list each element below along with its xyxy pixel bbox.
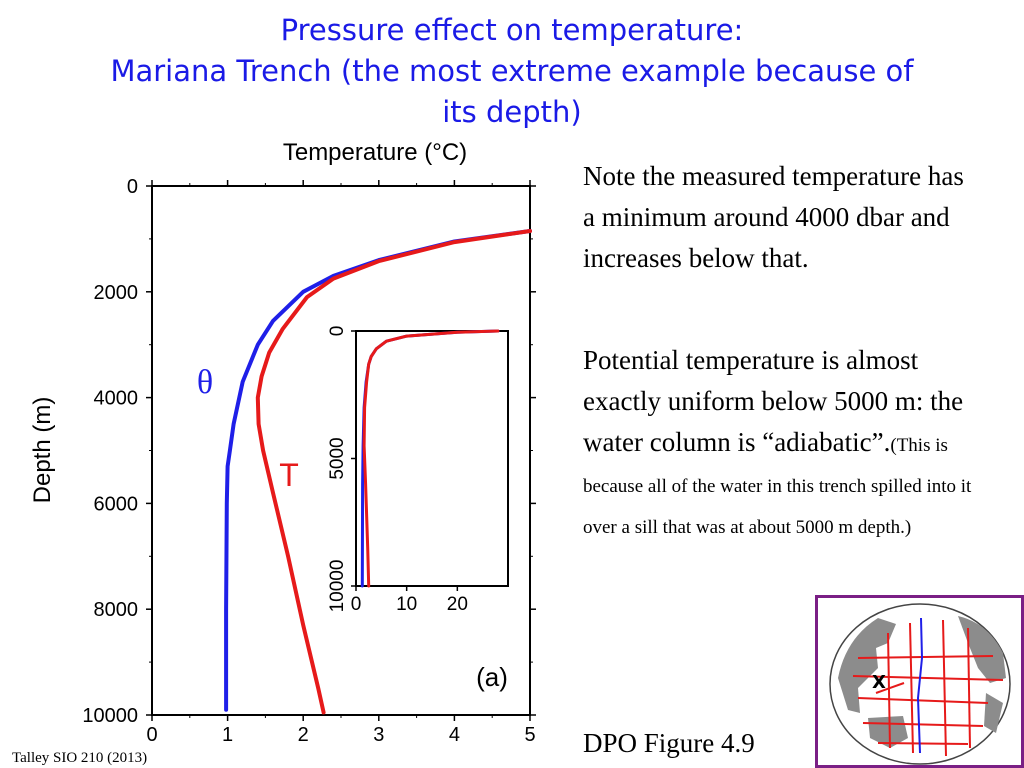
main-y-tick-label: 10000	[82, 705, 138, 727]
main-x-tick-label: 2	[298, 724, 309, 746]
inset-y-tick-label: 10000	[327, 560, 348, 613]
theta-series-label: θ	[197, 364, 213, 401]
inset-series-T-line	[362, 329, 500, 588]
figure-reference: DPO Figure 4.9	[583, 728, 755, 758]
globe-map-image: X	[829, 603, 1011, 765]
title-line-1: Pressure effect on temperature:	[280, 13, 744, 47]
main-y-tick-label: 0	[127, 176, 138, 198]
main-y-axis-label: Depth (m)	[29, 397, 56, 504]
adiabatic-text: Potential temperature is almost exactly …	[583, 345, 964, 457]
title-line-2: Mariana Trench (the most extreme example…	[110, 54, 914, 88]
inset-plot: 0 10 20 0 5000 10000	[327, 326, 509, 615]
trench-location-marker: X	[872, 672, 886, 693]
main-x-tick-label: 1	[222, 724, 233, 746]
T-series-label: T	[279, 457, 299, 493]
inset-y-tick-label: 0	[327, 326, 348, 337]
main-x-tick-label: 0	[146, 724, 157, 746]
sill-note: (This is because all of the water in thi…	[583, 435, 972, 538]
inset-frame	[355, 330, 509, 587]
inset-x-tick-label: 10	[396, 594, 417, 615]
inset-x-tick-label: 0	[351, 594, 362, 615]
slide-title: Pressure effect on temperature: Mariana …	[0, 10, 1024, 133]
main-y-tick-label: 6000	[94, 493, 139, 515]
main-y-tick-label: 4000	[94, 388, 139, 410]
main-series-T-line	[255, 229, 532, 715]
note-paragraph: Note the measured temperature has a mini…	[583, 161, 964, 273]
main-x-tick-label: 3	[373, 724, 384, 746]
main-x-axis-label: Temperature (°C)	[283, 139, 467, 166]
inset-x-tick-label: 20	[447, 594, 468, 615]
main-y-tick-label: 2000	[94, 282, 139, 304]
main-x-tick-label: 5	[524, 724, 535, 746]
main-y-tick-label: 8000	[94, 599, 139, 621]
main-x-tick-label: 4	[449, 724, 460, 746]
inset-y-tick-label: 5000	[327, 437, 348, 479]
panel-label: (a)	[476, 662, 508, 692]
title-line-3: its depth)	[442, 95, 582, 129]
potential-temperature-paragraph: Potential temperature is almost exactly …	[583, 340, 978, 545]
credit-text: Talley SIO 210 (2013)	[12, 750, 148, 766]
pacific-map-thumbnail: X	[815, 595, 1024, 768]
